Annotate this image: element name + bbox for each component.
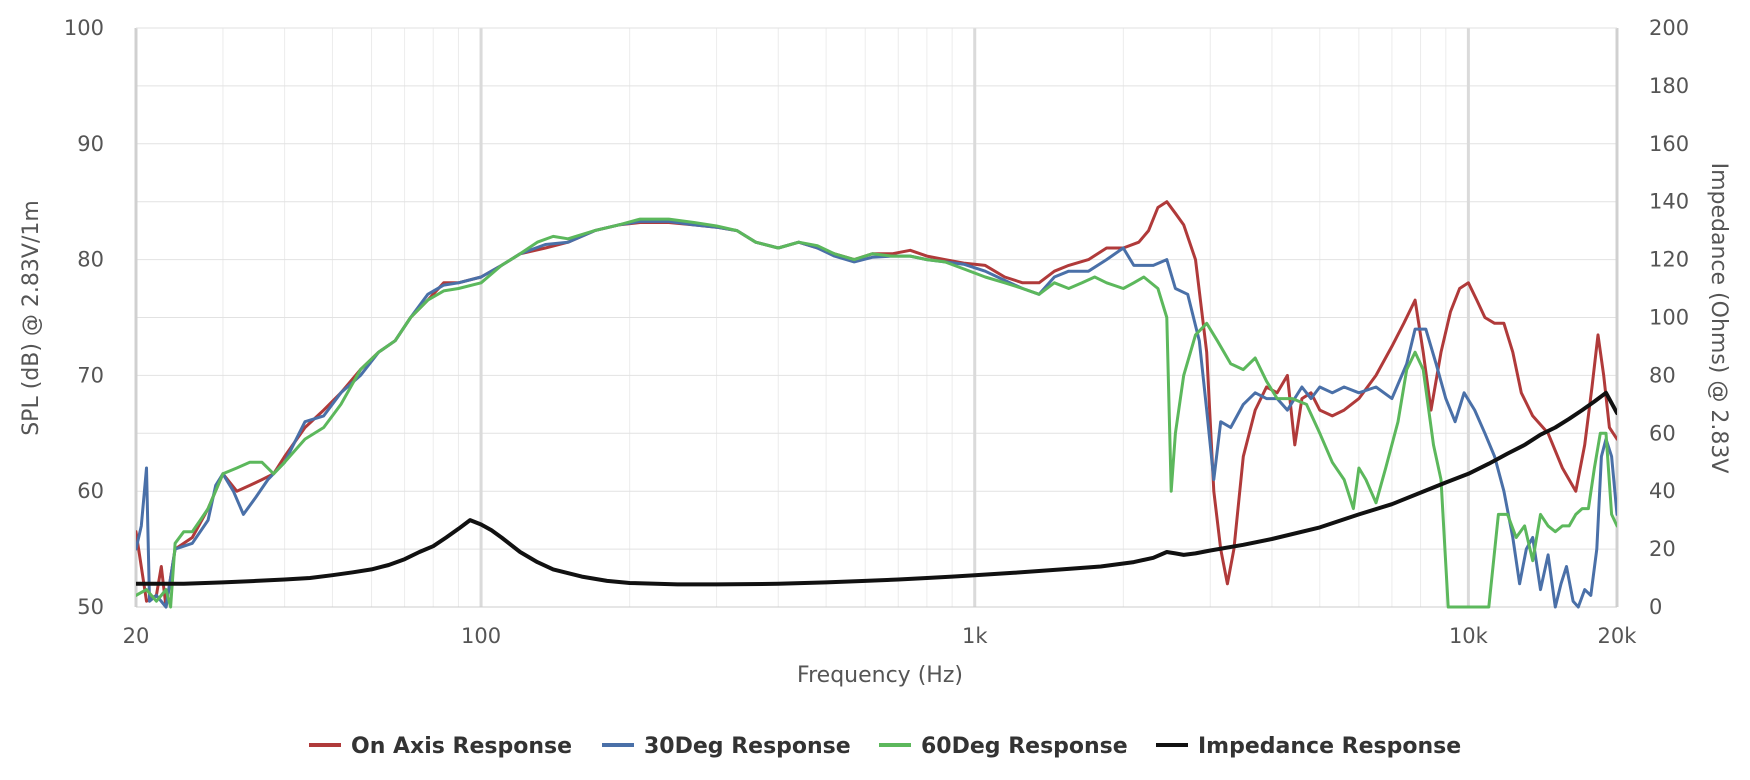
y2-tick-label: 200: [1649, 16, 1689, 40]
y2-tick-label: 160: [1649, 132, 1689, 156]
y-tick-label: 60: [77, 479, 104, 503]
y2-tick-label: 0: [1649, 595, 1662, 619]
legend-item-impedance: Impedance Response: [1156, 734, 1461, 759]
y2-tick-label: 100: [1649, 306, 1689, 330]
y-tick-label: 70: [77, 363, 104, 387]
y2-axis-title: Impedance (Ohms) @ 2.83V: [1706, 163, 1731, 474]
y2-tick-label: 40: [1649, 479, 1676, 503]
legend-label: On Axis Response: [351, 734, 572, 759]
x-tick-label: 100: [461, 624, 501, 648]
legend-item-30deg: 30Deg Response: [602, 734, 851, 759]
x-tick-label: 20: [123, 624, 150, 648]
y-tick-label: 50: [77, 595, 104, 619]
x-tick-label: 10k: [1449, 624, 1489, 648]
series-line-60deg: [136, 217, 1617, 609]
y2-tick-label: 60: [1649, 421, 1676, 445]
legend-label: Impedance Response: [1198, 734, 1461, 759]
y2-tick-label: 20: [1649, 537, 1676, 561]
y-tick-label: 100: [64, 16, 104, 40]
y-tick-label: 90: [77, 132, 104, 156]
x-axis-title: Frequency (Hz): [797, 663, 963, 688]
y2-tick-label: 180: [1649, 74, 1689, 98]
series-line-impedance: [136, 390, 1617, 587]
y-axis-title: SPL (dB) @ 2.83V/1m: [19, 200, 44, 436]
legend-label: 30Deg Response: [644, 734, 851, 759]
legend-item-on-axis: On Axis Response: [309, 734, 572, 759]
legend-item-60deg: 60Deg Response: [879, 734, 1128, 759]
legend-label: 60Deg Response: [921, 734, 1128, 759]
y2-tick-label: 80: [1649, 363, 1676, 387]
axes: 50 60 70 80 90 100 0 20 40 60 80 100 120 140 160 180 200…: [64, 16, 1689, 648]
series-lines: [136, 200, 1617, 609]
y2-tick-label: 120: [1649, 248, 1689, 272]
grid: [134, 27, 1619, 608]
y2-tick-label: 140: [1649, 190, 1689, 214]
x-tick-label: 1k: [962, 624, 988, 648]
legend: On Axis Response 30Deg Response 60Deg Resp…: [309, 734, 1461, 759]
x-tick-label: 20k: [1598, 624, 1638, 648]
y-tick-label: 80: [77, 248, 104, 272]
